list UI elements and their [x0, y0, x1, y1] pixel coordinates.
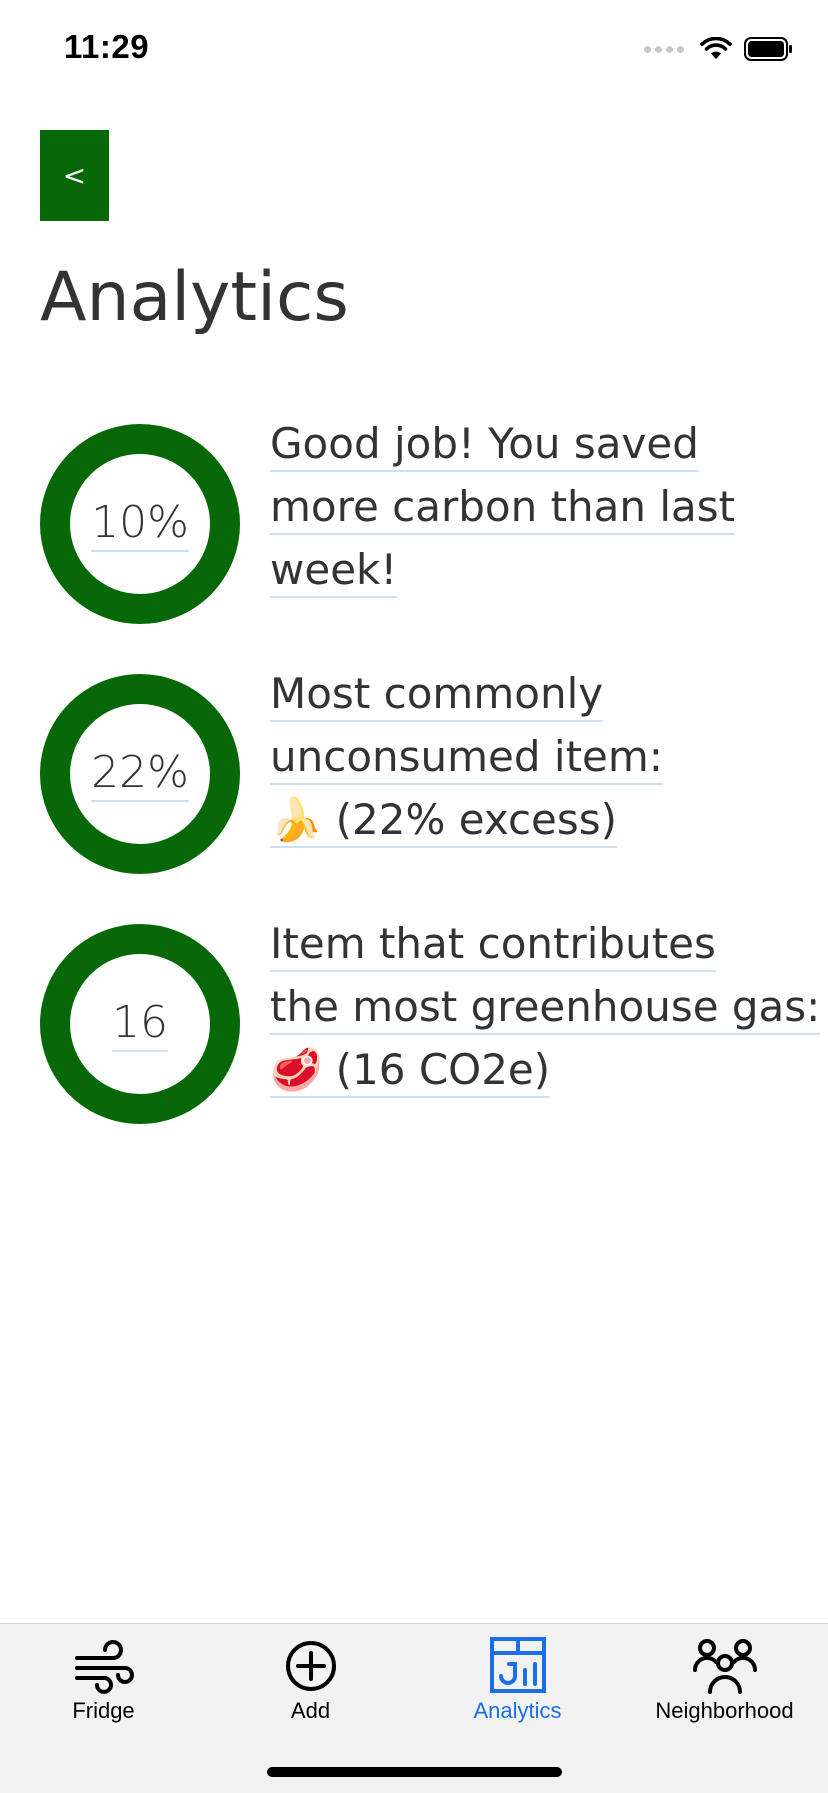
stat-message-line: unconsumed item:	[270, 732, 663, 785]
stat-item-carbon-saved: 10% Good job! You saved more carbon than…	[40, 419, 828, 624]
page-title: Analytics	[40, 258, 349, 337]
stat-message-line: Good job! You saved	[270, 419, 699, 472]
plus-circle-icon	[285, 1641, 336, 1691]
back-button[interactable]: <	[40, 130, 109, 221]
stat-message-line: Most commonly	[270, 669, 604, 722]
tab-add[interactable]: Add	[207, 1636, 414, 1724]
stat-message-line: week!	[270, 545, 398, 598]
wifi-icon	[700, 37, 732, 59]
status-time: 11:29	[64, 28, 150, 65]
stat-message-line: more carbon than last	[270, 482, 736, 535]
cellular-signal-icon	[644, 45, 684, 53]
home-indicator	[267, 1767, 562, 1777]
tab-fridge[interactable]: Fridge	[0, 1636, 207, 1724]
ring-value: 22%	[91, 747, 189, 802]
stat-message: Most commonly unconsumed item: 🍌 (22% ex…	[270, 662, 828, 851]
battery-icon	[744, 37, 792, 61]
stat-message-line: the most greenhouse gas:	[270, 982, 821, 1035]
tab-label: Fridge	[72, 1698, 135, 1723]
progress-ring	[40, 924, 240, 1124]
stat-message: Good job! You saved more carbon than las…	[270, 412, 828, 601]
stat-message-line: Item that contributes	[270, 919, 716, 972]
stat-message-line: 🥩 (16 CO2e)	[270, 1045, 551, 1098]
tab-label: Add	[290, 1698, 331, 1723]
status-icons	[644, 34, 794, 64]
tab-label: Neighborhood	[655, 1698, 794, 1723]
back-button-label: <	[62, 159, 87, 192]
stat-item-unconsumed: 22% Most commonly unconsumed item: 🍌 (22…	[40, 669, 828, 874]
tab-label: Analytics	[473, 1698, 562, 1723]
wind-icon	[74, 1640, 134, 1694]
stat-item-greenhouse-gas: 16 Item that contributes the most greenh…	[40, 919, 828, 1124]
analytics-chart-icon	[489, 1637, 546, 1693]
stat-message: Item that contributes the most greenhous…	[270, 912, 828, 1101]
tab-analytics[interactable]: Analytics	[414, 1636, 621, 1724]
ring-value: 10%	[91, 497, 189, 552]
progress-ring	[40, 424, 240, 624]
ring-value: 16	[112, 997, 168, 1052]
people-icon	[692, 1639, 757, 1694]
stat-message-line: 🍌 (22% excess)	[270, 795, 618, 848]
tab-bar: Fridge Add Analytics	[0, 1623, 828, 1793]
progress-ring	[40, 674, 240, 874]
tab-neighborhood[interactable]: Neighborhood	[621, 1636, 828, 1724]
status-bar: 11:29	[0, 0, 828, 100]
